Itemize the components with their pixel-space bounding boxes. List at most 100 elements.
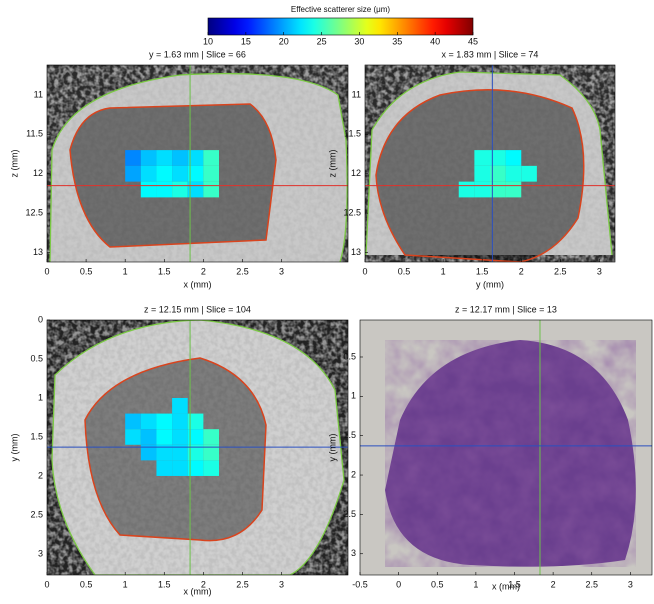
y-axis-label: y (mm) <box>9 434 19 462</box>
heatmap-cell <box>172 460 188 476</box>
panel-title: x = 1.83 mm | Slice = 74 <box>442 49 539 59</box>
heatmap-cell <box>125 166 141 182</box>
x-tick-label: 2.5 <box>585 579 598 589</box>
y-tick-label: 2.5 <box>343 509 356 519</box>
colorbar-tick-label: 35 <box>392 36 402 46</box>
x-tick-label: 1 <box>473 579 478 589</box>
heatmap-cell <box>125 429 141 445</box>
heatmap-cell <box>156 429 172 445</box>
x-tick-label: 3 <box>279 579 284 589</box>
y-tick-label: 0.5 <box>343 351 356 361</box>
heatmap-cell <box>141 414 157 430</box>
y-tick-label: 11 <box>352 89 361 99</box>
colorbar-tick-label: 40 <box>430 36 440 46</box>
heatmap-cell <box>203 182 219 198</box>
y-axis-label: z (mm) <box>327 150 337 178</box>
y-tick-label: 12.5 <box>25 208 43 218</box>
x-axis-label: x (mm) <box>184 279 212 289</box>
y-tick-label: 1 <box>351 391 356 401</box>
heatmap-cell <box>521 166 537 182</box>
figure: Effective scatterer size (μm)10152025303… <box>0 0 654 599</box>
heatmap-cell <box>203 150 219 166</box>
x-tick-label: 2.5 <box>236 266 249 276</box>
heatmap-cell <box>156 182 172 198</box>
colorbar-tick-label: 10 <box>203 36 213 46</box>
heatmap-cell <box>203 166 219 182</box>
x-tick-label: 3 <box>279 266 284 276</box>
x-tick-label: 1 <box>123 266 128 276</box>
colorbar-tick-label: 30 <box>354 36 364 46</box>
heatmap-cell <box>172 429 188 445</box>
colorbar-tick-label: 15 <box>241 36 251 46</box>
x-tick-label: 2.5 <box>554 266 567 276</box>
heatmap-cell <box>474 166 490 182</box>
x-tick-label: 0 <box>362 266 367 276</box>
y-tick-label: 3 <box>38 548 43 558</box>
y-tick-label: 11.5 <box>344 129 361 139</box>
y-tick-label: 1.5 <box>30 431 43 441</box>
x-tick-label: 0.5 <box>431 579 444 589</box>
y-tick-label: 0.5 <box>30 353 43 363</box>
x-tick-label: 2 <box>519 266 524 276</box>
x-tick-label: 0 <box>44 579 49 589</box>
x-axis-label: y (mm) <box>476 279 504 289</box>
x-tick-label: 0.5 <box>80 579 93 589</box>
heatmap-cell <box>141 182 157 198</box>
x-tick-label: 2 <box>201 266 206 276</box>
colorbar <box>208 18 473 35</box>
panel-title: z = 12.15 mm | Slice = 104 <box>144 304 251 314</box>
heatmap-cell <box>203 429 219 445</box>
heatmap-cell <box>506 150 522 166</box>
x-tick-label: 3 <box>628 579 633 589</box>
heatmap-cell <box>203 460 219 476</box>
y-tick-label: 0 <box>38 314 43 324</box>
y-tick-label: 2 <box>38 470 43 480</box>
heatmap-cell <box>172 150 188 166</box>
heatmap-cell <box>125 414 141 430</box>
y-tick-label: 1 <box>38 392 43 402</box>
x-axis-label: x (mm) <box>184 586 212 596</box>
x-tick-label: 1.5 <box>158 579 171 589</box>
x-tick-label: 0.5 <box>80 266 93 276</box>
y-tick-label: 13 <box>33 247 43 257</box>
heatmap-cell <box>506 166 522 182</box>
heatmap-cell <box>156 150 172 166</box>
y-tick-label: 11 <box>34 89 43 99</box>
panel-title: z = 12.17 mm | Slice = 13 <box>455 304 557 314</box>
heatmap-cell <box>172 166 188 182</box>
x-tick-label: 0.5 <box>398 266 411 276</box>
heatmap-cell <box>506 182 522 198</box>
heatmap-cell <box>141 150 157 166</box>
x-tick-label: 2 <box>551 579 556 589</box>
heatmap-cell <box>141 429 157 445</box>
y-axis-label: z (mm) <box>9 150 19 178</box>
heatmap-cell <box>172 414 188 430</box>
heatmap-cell <box>172 182 188 198</box>
histology-image <box>360 320 652 575</box>
heatmap-cell <box>156 166 172 182</box>
x-axis-label: x (mm) <box>492 581 520 591</box>
heatmap-cell <box>125 150 141 166</box>
y-tick-label: 12 <box>33 168 43 178</box>
heatmap-cell <box>474 182 490 198</box>
x-tick-label: 0 <box>44 266 49 276</box>
y-tick-label: 12 <box>351 168 361 178</box>
x-tick-label: 2.5 <box>236 579 249 589</box>
x-tick-label: 1.5 <box>158 266 171 276</box>
x-tick-label: 3 <box>597 266 602 276</box>
heatmap-cell <box>141 166 157 182</box>
y-tick-label: 3 <box>351 548 356 558</box>
y-tick-label: 2 <box>351 469 356 479</box>
heatmap-cell <box>459 182 475 198</box>
y-tick-label: 13 <box>351 247 361 257</box>
y-tick-label: 11.5 <box>26 129 43 139</box>
panel-title: y = 1.63 mm | Slice = 66 <box>149 49 246 59</box>
colorbar-tick-label: 45 <box>468 36 478 46</box>
y-tick-label: 1.5 <box>343 430 356 440</box>
y-axis-label: y (mm) <box>327 434 337 462</box>
y-tick-label: 2.5 <box>30 509 43 519</box>
colorbar-label: Effective scatterer size (μm) <box>291 5 390 14</box>
x-tick-label: 1.5 <box>476 266 489 276</box>
heatmap-cell <box>156 414 172 430</box>
heatmap-cell <box>156 460 172 476</box>
